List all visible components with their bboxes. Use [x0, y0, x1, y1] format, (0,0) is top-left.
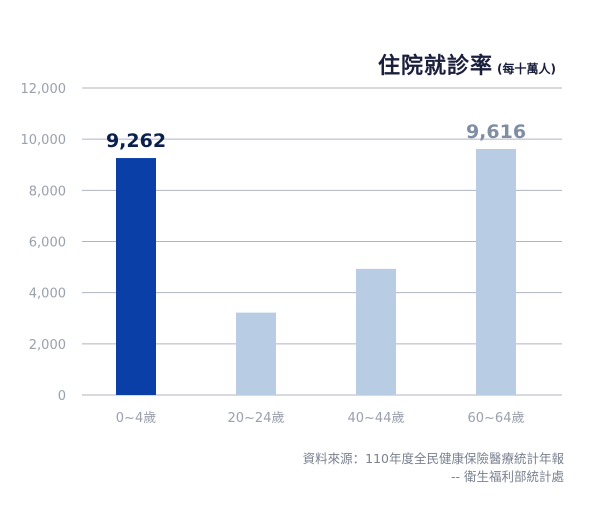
- y-tick-label: 10,000: [21, 133, 67, 148]
- chart-title: 住院就診率: [378, 54, 494, 79]
- y-tick-label: 4,000: [29, 287, 66, 302]
- chart-subtitle: (每十萬人): [497, 62, 556, 76]
- bar: [236, 312, 276, 395]
- x-tick-label: 40~44歲: [348, 411, 405, 426]
- x-tick-label: 20~24歲: [228, 411, 285, 426]
- x-tick-label: 60~64歲: [468, 411, 525, 426]
- source-line-1: 資料來源：110年度全民健康保險醫療統計年報: [302, 451, 564, 466]
- x-tick-label: 0~4歲: [116, 411, 156, 426]
- data-label: 9,262: [106, 130, 166, 152]
- y-tick-label: 8,000: [29, 184, 66, 199]
- chart-title-group: 住院就診率 (每十萬人): [378, 48, 556, 80]
- y-tick-label: 12,000: [21, 82, 67, 97]
- source-line-2: -- 衛生福利部統計處: [451, 469, 564, 484]
- y-tick-label: 6,000: [29, 236, 66, 251]
- source-note: 資料來源：110年度全民健康保險醫療統計年報 -- 衛生福利部統計處: [303, 450, 564, 486]
- y-tick-label: 0: [58, 389, 66, 404]
- bar: [476, 148, 516, 395]
- bar: [356, 268, 396, 395]
- data-label: 9,616: [466, 121, 526, 143]
- bar: [116, 158, 156, 395]
- y-tick-label: 2,000: [29, 338, 66, 353]
